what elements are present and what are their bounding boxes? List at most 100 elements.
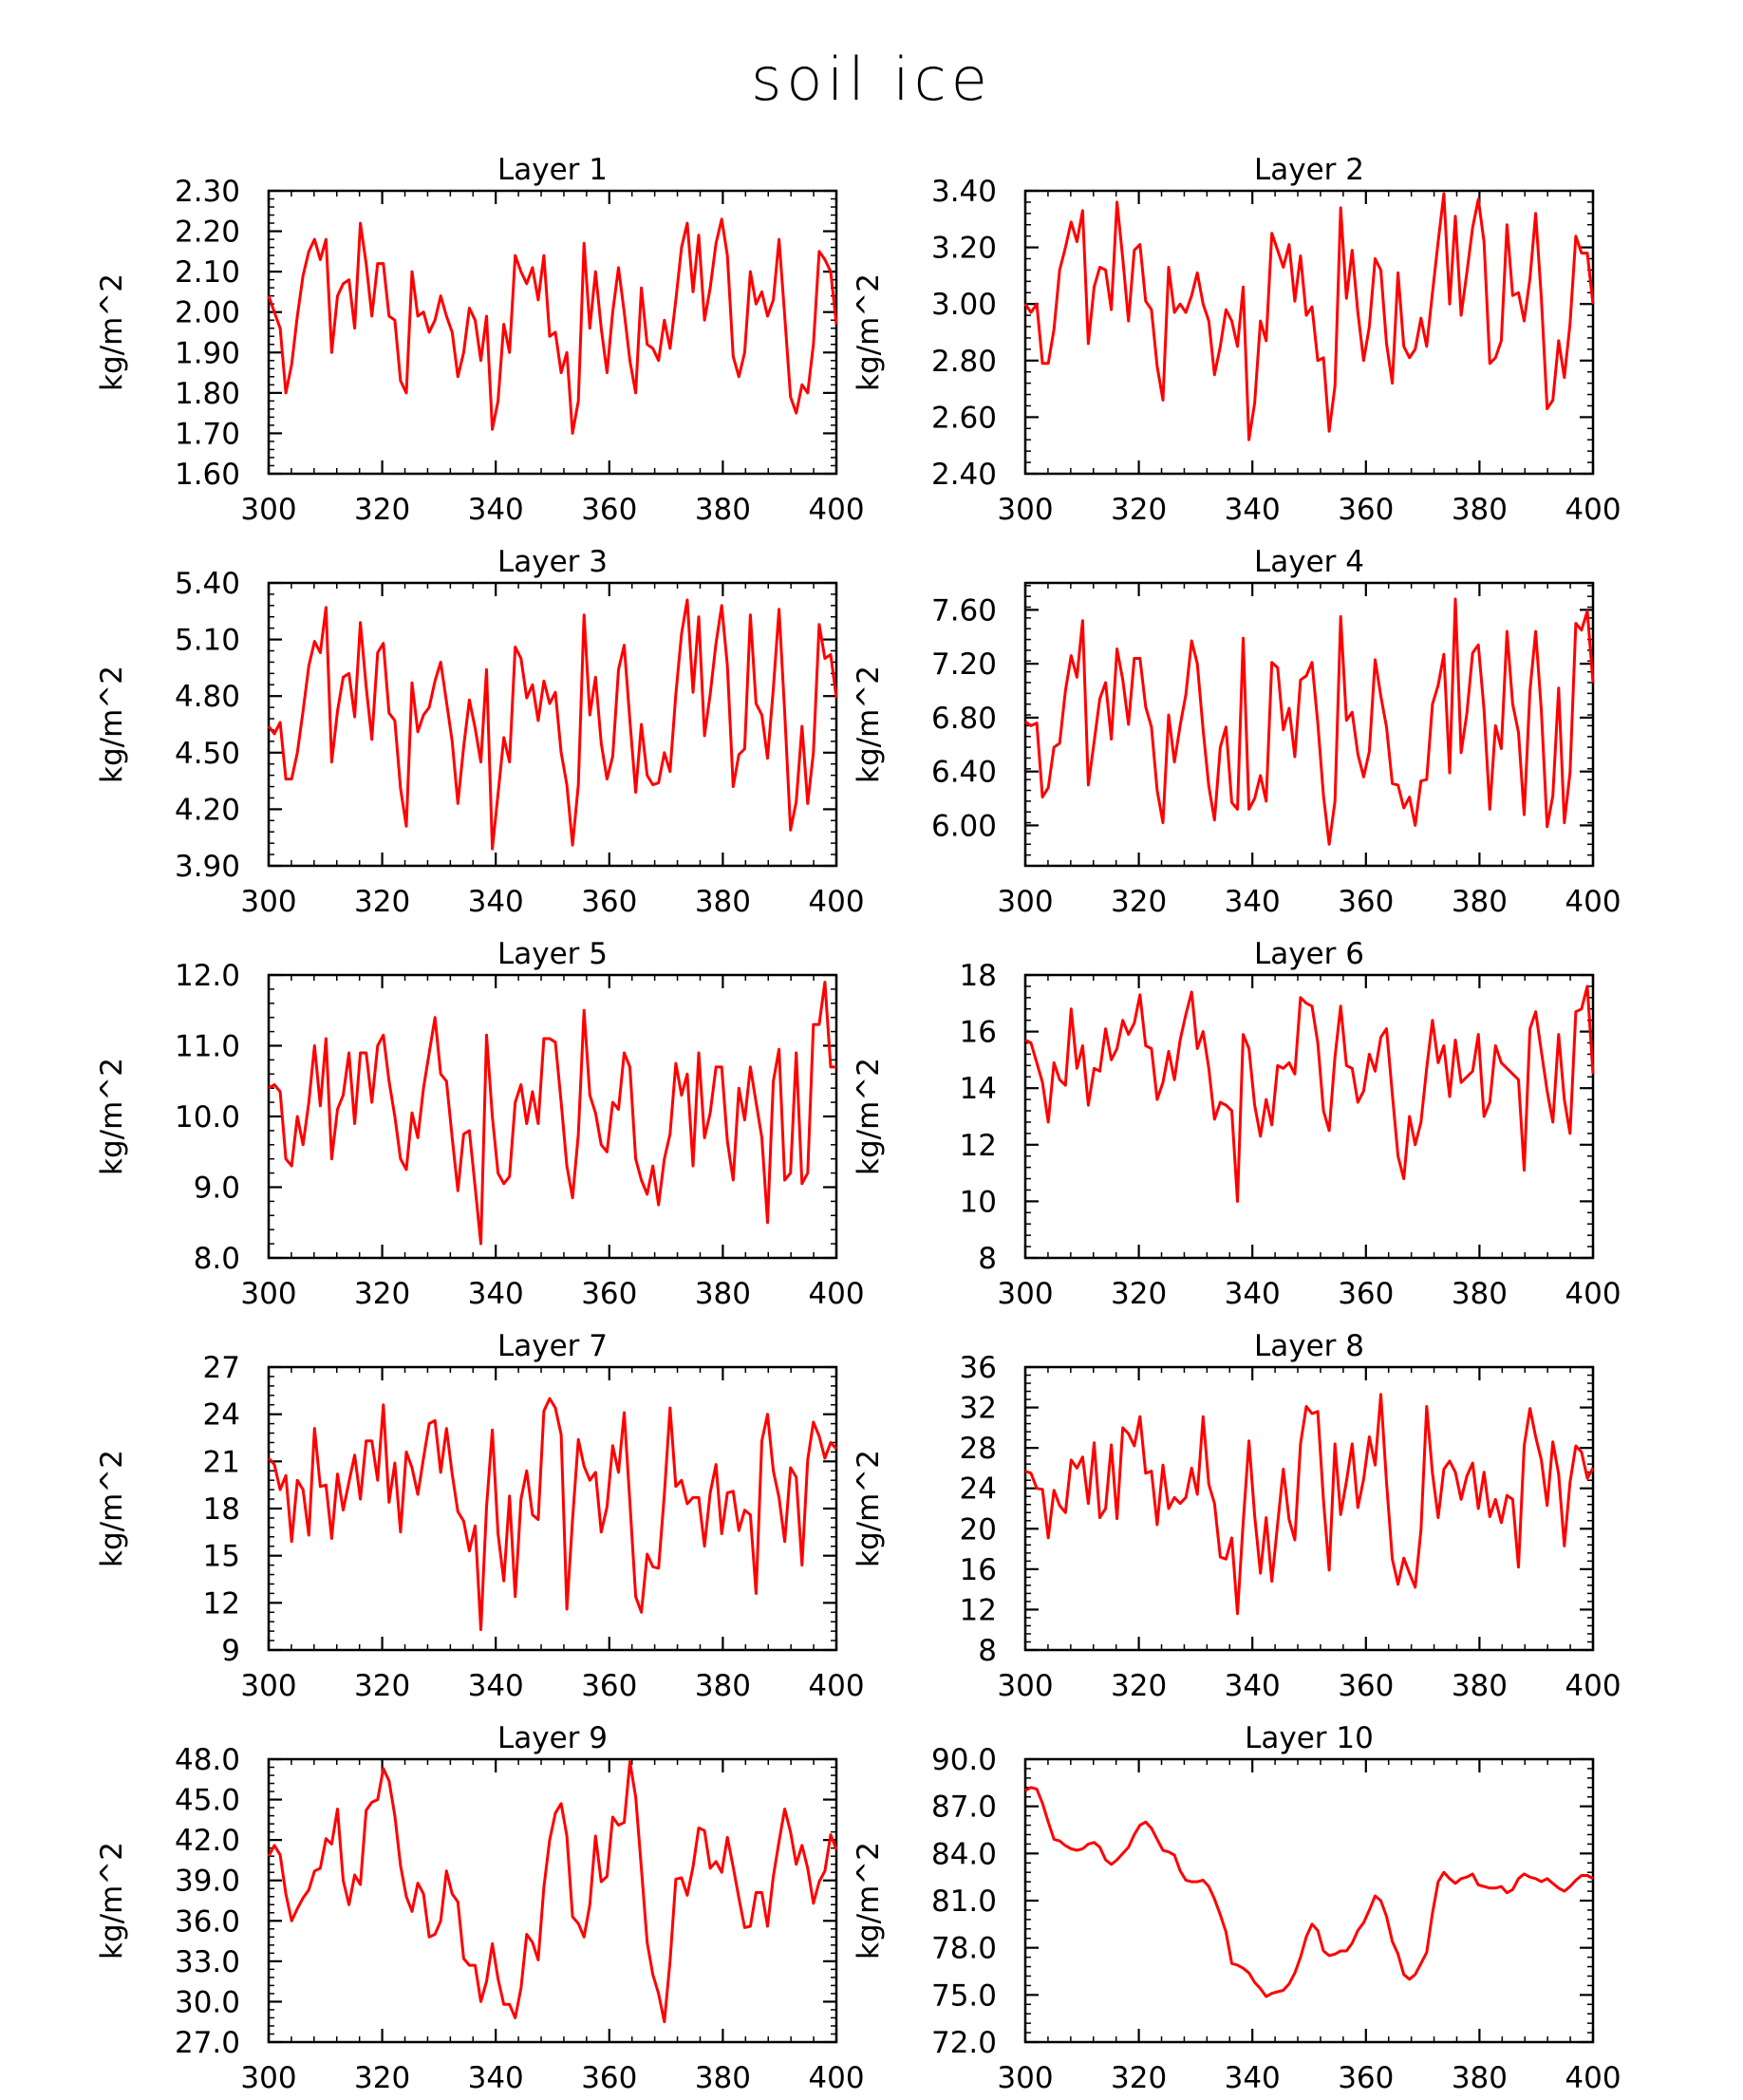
series-line — [1024, 984, 1595, 1203]
y-tick-label: 2.00 — [175, 296, 240, 330]
y-tick-label: 5.10 — [175, 624, 240, 658]
y-tick-label: 20 — [960, 1512, 997, 1547]
y-tick-label: 12 — [960, 1593, 997, 1627]
panel-layer-4: Layer 4 kg/m^2 6.00 6.40 6.80 7.20 7.60 300 320 3… — [852, 545, 1621, 919]
plot-frame — [1023, 189, 1595, 476]
x-tick-label: 360 — [1338, 1669, 1394, 1703]
y-axis-label: kg/m^2 — [852, 273, 886, 391]
y-tick-label: 30.0 — [175, 1985, 240, 2019]
y-tick-label: 2.80 — [931, 345, 997, 379]
x-tick-label: 400 — [808, 493, 864, 527]
y-tick-label: 9.0 — [194, 1172, 240, 1206]
panel-layer-5: Layer 5 kg/m^2 8.0 9.0 10.0 11.0 12.0 300 320 340… — [95, 937, 865, 1311]
x-tick-label: 300 — [240, 2061, 296, 2095]
y-tick-label: 3.40 — [931, 175, 997, 209]
y-axis-label: kg/m^2 — [852, 1450, 886, 1567]
x-tick-label: 340 — [468, 1277, 524, 1311]
x-tick-label: 400 — [808, 2061, 864, 2095]
series-line — [267, 217, 838, 435]
y-tick-label: 1.90 — [175, 336, 240, 370]
panel-title: Layer 10 — [1245, 1721, 1374, 1755]
x-tick-label: 320 — [354, 885, 410, 919]
y-tick-label: 4.20 — [175, 793, 240, 827]
y-tick-label: 2.60 — [931, 401, 997, 435]
x-tick-label: 360 — [581, 2061, 637, 2095]
x-tick-label: 380 — [695, 1669, 751, 1703]
x-tick-label: 360 — [1338, 493, 1394, 527]
x-tick-label: 320 — [354, 1669, 410, 1703]
x-tick-label: 380 — [695, 2061, 751, 2095]
y-tick-label: 7.20 — [931, 647, 997, 682]
panel-layer-1: Layer 1 kg/m^2 1.60 1.70 1.80 1.90 2.00 2.10 2.2… — [95, 153, 865, 527]
x-tick-label: 320 — [354, 2061, 410, 2095]
y-axis-label: kg/m^2 — [95, 273, 129, 391]
y-tick-label: 2.20 — [175, 216, 240, 250]
x-tick-label: 360 — [581, 1277, 637, 1311]
x-tick-label: 340 — [468, 2061, 524, 2095]
y-tick-label: 10 — [960, 1185, 997, 1219]
panel-layer-2: Layer 2 kg/m^2 2.40 2.60 2.80 3.00 3.20 3.40 300… — [852, 153, 1621, 527]
y-tick-label: 1.60 — [175, 458, 240, 492]
panel-layer-9: Layer 9 kg/m^2 27.0 30.0 33.0 36.0 39.0 42.0 45.… — [95, 1721, 865, 2095]
panel-layer-6: Layer 6 kg/m^2 8 10 12 14 16 18 300 320 340 360 380 4… — [852, 937, 1621, 1311]
y-tick-label: 72.0 — [931, 2026, 997, 2060]
y-tick-label: 24 — [203, 1398, 240, 1433]
y-tick-label: 3.20 — [931, 232, 997, 266]
y-tick-label: 1.70 — [175, 417, 240, 451]
x-tick-label: 360 — [1338, 1277, 1394, 1311]
y-axis-label: kg/m^2 — [852, 666, 886, 783]
y-tick-label: 8 — [978, 1242, 997, 1276]
x-tick-label: 340 — [1225, 1277, 1281, 1311]
y-tick-label: 8 — [978, 1634, 997, 1668]
y-tick-label: 1.80 — [175, 377, 240, 411]
y-tick-label: 75.0 — [931, 1978, 997, 2013]
y-tick-label: 4.80 — [175, 680, 240, 714]
y-tick-label: 2.10 — [175, 255, 240, 290]
x-tick-label: 400 — [1565, 1669, 1621, 1703]
y-tick-label: 21 — [203, 1445, 240, 1479]
y-tick-label: 12.0 — [175, 959, 240, 993]
y-tick-label: 12 — [960, 1129, 997, 1163]
y-tick-label: 16 — [960, 1016, 997, 1050]
series-line — [1024, 1786, 1594, 1998]
x-tick-label: 400 — [1565, 493, 1621, 527]
y-tick-label: 32 — [960, 1392, 997, 1426]
y-tick-label: 11.0 — [175, 1030, 240, 1064]
y-axis-label: kg/m^2 — [95, 666, 129, 783]
panel-title: Layer 1 — [497, 153, 608, 187]
x-tick-label: 340 — [468, 1669, 524, 1703]
y-tick-label: 24 — [960, 1472, 997, 1507]
x-tick-label: 380 — [695, 885, 751, 919]
plot-frame — [267, 1757, 838, 2044]
panel-layer-8: Layer 8 kg/m^2 8 12 16 20 24 28 32 36 300 320 340 360… — [852, 1329, 1621, 1703]
x-tick-label: 320 — [1111, 1277, 1167, 1311]
y-tick-label: 7.60 — [931, 593, 997, 628]
panel-title: Layer 4 — [1254, 545, 1364, 579]
plot-frame — [1023, 973, 1595, 1260]
y-tick-label: 14 — [960, 1072, 997, 1106]
x-tick-label: 320 — [354, 493, 410, 527]
plot-frame — [267, 581, 838, 868]
y-tick-label: 36 — [960, 1351, 997, 1385]
y-tick-label: 12 — [203, 1586, 240, 1621]
x-tick-label: 400 — [808, 885, 864, 919]
plot-frame — [267, 1365, 838, 1652]
y-tick-label: 6.40 — [931, 756, 997, 790]
x-tick-label: 300 — [997, 2061, 1053, 2095]
y-tick-label: 10.0 — [175, 1100, 240, 1134]
y-tick-label: 28 — [960, 1432, 997, 1466]
series-line — [268, 981, 836, 1246]
y-tick-label: 90.0 — [931, 1743, 997, 1777]
y-tick-label: 6.00 — [931, 809, 997, 843]
x-tick-label: 360 — [581, 493, 637, 527]
series-line — [1023, 192, 1595, 441]
y-tick-label: 3.00 — [931, 288, 997, 322]
x-tick-label: 320 — [354, 1277, 410, 1311]
x-tick-label: 340 — [468, 493, 524, 527]
x-tick-label: 380 — [1452, 493, 1508, 527]
y-tick-label: 27 — [203, 1351, 240, 1385]
panel-layer-3: Layer 3 kg/m^2 3.90 4.20 4.50 4.80 5.10 5.40 300… — [95, 545, 865, 919]
x-tick-label: 400 — [808, 1277, 864, 1311]
y-tick-label: 6.80 — [931, 702, 997, 736]
